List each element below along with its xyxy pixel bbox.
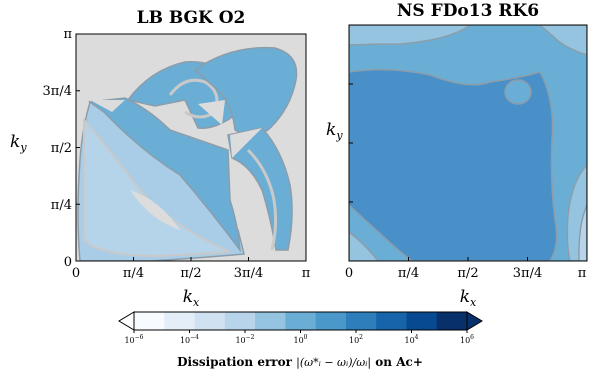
left-region-upper-right <box>193 46 298 136</box>
right-top-left-light <box>349 25 472 46</box>
left-xlabel-base: k <box>183 287 193 307</box>
left-region-inner <box>83 117 231 258</box>
right-panel: NS FDo13 RK6 <box>326 1 588 309</box>
colorbar-ticks: 10−6 10−4 10−2 100 102 104 106 <box>124 330 474 345</box>
colorbar-swatch <box>376 312 407 330</box>
right-xlabel: kx <box>460 287 477 309</box>
colorbar-tick-label: 10−2 <box>235 334 254 345</box>
right-ylabel-sub: y <box>335 129 343 142</box>
colorbar-extend-left <box>118 311 135 331</box>
colorbar-swatch <box>345 312 377 330</box>
left-region-right-band <box>246 148 278 251</box>
right-xtick-label: 0 <box>345 266 353 281</box>
right-ylabel-base: k <box>326 120 336 140</box>
colorbar-tick-label: 10−4 <box>180 334 199 345</box>
colorbar: 10−6 10−4 10−2 100 102 104 106 Dissipation err… <box>118 311 483 370</box>
left-ytick-label: π/2 <box>51 141 72 156</box>
right-xtick-label: π <box>578 266 587 281</box>
left-region-diagonal <box>87 97 241 253</box>
colorbar-label-formula: |(ω*ᵢ − ωᵢ)/ωᵢ| <box>296 356 371 370</box>
colorbar-swatch <box>406 312 438 330</box>
right-bottom-left-light <box>349 231 379 261</box>
left-region-arc <box>168 78 219 119</box>
colorbar-swatch <box>436 312 468 330</box>
left-xtick-label: π/2 <box>180 266 201 281</box>
colorbar-swatch <box>194 312 226 330</box>
colorbar-label: Dissipation error |(ω*ᵢ − ωᵢ)/ωᵢ| on Ac+ <box>177 355 423 370</box>
left-ylabel: ky <box>10 132 27 154</box>
left-gap-1 <box>90 100 125 112</box>
right-xticks <box>348 257 588 261</box>
colorbar-tick-label: 102 <box>349 334 363 345</box>
colorbar-tick-label: 100 <box>293 334 307 345</box>
left-yticks <box>76 33 80 262</box>
colorbar-swatch <box>164 312 196 330</box>
left-xlabel-sub: x <box>193 296 200 309</box>
left-xtick-label: 3π/4 <box>234 266 263 281</box>
left-gap-3 <box>230 128 262 158</box>
colorbar-swatch <box>224 312 256 330</box>
right-contours <box>349 25 587 261</box>
colorbar-tick-label: 106 <box>460 334 474 345</box>
right-side-inner <box>578 204 587 261</box>
left-ylabel-base: k <box>10 132 20 152</box>
left-panel: LB BGK O2 <box>10 8 311 309</box>
right-xtick-label: 3π/4 <box>513 266 542 281</box>
left-xtick-label: π/4 <box>123 266 144 281</box>
right-title: NS FDo13 RK6 <box>397 1 539 21</box>
colorbar-swatch <box>255 312 286 330</box>
right-xlabel-sub: x <box>470 296 477 309</box>
colorbar-label-suffix: on Ac+ <box>375 355 423 369</box>
colorbar-label-prefix: Dissipation error <box>177 355 292 369</box>
right-blob <box>504 79 532 105</box>
colorbar-tick-label: 104 <box>404 334 418 345</box>
left-contours <box>76 34 306 261</box>
right-xtick-label: π/4 <box>398 266 419 281</box>
right-yticks <box>349 83 353 203</box>
left-xticks <box>75 257 307 261</box>
left-ytick-label: 0 <box>64 255 72 270</box>
left-ytick-label: 3π/4 <box>43 84 72 99</box>
left-gap-4 <box>130 190 180 230</box>
colorbar-swatch <box>285 312 317 330</box>
left-ylabel-sub: y <box>19 141 27 154</box>
colorbar-extend-right <box>466 311 483 331</box>
left-title: LB BGK O2 <box>137 8 246 28</box>
right-xlabel-base: k <box>460 287 470 307</box>
left-xtick-label: 0 <box>72 266 80 281</box>
left-ytick-label: π/4 <box>51 198 72 213</box>
left-ytick-label: π <box>63 27 72 42</box>
colorbar-swatches <box>134 312 468 330</box>
left-xtick-label: π <box>302 266 311 281</box>
colorbar-swatch <box>134 312 165 330</box>
colorbar-tick-label: 10−6 <box>124 334 143 345</box>
left-xlabel: kx <box>183 287 200 309</box>
right-ylabel: ky <box>326 120 343 142</box>
colorbar-swatch <box>315 312 347 330</box>
right-xtick-label: π/2 <box>457 266 478 281</box>
left-gap-2 <box>198 100 225 125</box>
